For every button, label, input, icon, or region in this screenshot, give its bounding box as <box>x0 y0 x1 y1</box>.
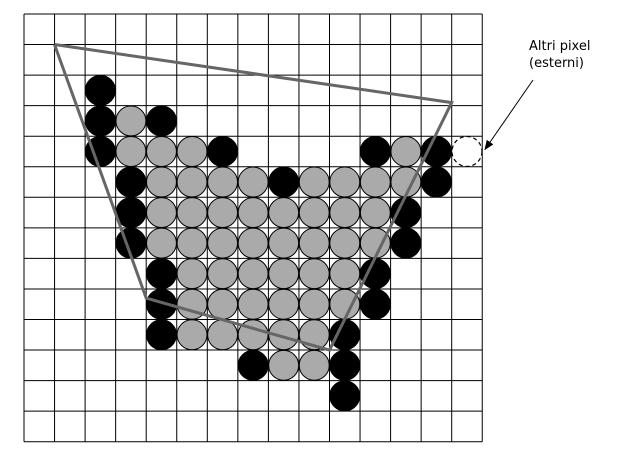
interior-pixel <box>329 197 361 229</box>
edge-pixel <box>146 105 177 137</box>
pixel-layer <box>84 74 452 412</box>
interior-pixel <box>329 227 361 259</box>
edge-pixel <box>84 105 116 137</box>
interior-pixel <box>298 258 330 290</box>
interior-pixel <box>237 166 269 198</box>
external-pixel-marker <box>451 135 483 168</box>
interior-pixel <box>268 227 300 259</box>
interior-pixel <box>146 197 177 229</box>
polygon-outline <box>53 43 454 352</box>
interior-pixel <box>176 319 208 351</box>
interior-pixel <box>268 349 300 381</box>
edge-pixel <box>359 288 391 320</box>
edge-pixel <box>237 349 269 381</box>
edge-pixel <box>84 136 116 167</box>
interior-pixel <box>298 166 330 198</box>
interior-pixel <box>207 288 239 320</box>
interior-pixel <box>176 227 208 259</box>
edge-pixel <box>359 258 391 290</box>
interior-pixel <box>237 227 269 259</box>
interior-pixel <box>359 166 391 198</box>
edge-pixel <box>268 166 300 198</box>
interior-pixel <box>115 136 147 167</box>
edge-pixel <box>420 166 452 198</box>
interior-pixel <box>146 136 177 167</box>
interior-pixel <box>268 197 300 229</box>
edge-pixel <box>390 197 422 229</box>
interior-pixel <box>176 197 208 229</box>
interior-pixel <box>176 258 208 290</box>
interior-pixel <box>207 258 239 290</box>
interior-pixel <box>298 227 330 259</box>
annotation-layer <box>451 79 534 168</box>
edge-pixel <box>84 74 116 106</box>
interior-pixel <box>146 166 177 198</box>
interior-pixel <box>329 258 361 290</box>
interior-pixel <box>298 349 330 381</box>
interior-pixel <box>268 319 300 351</box>
edge-pixel <box>329 380 361 412</box>
annotation-arrow <box>484 79 534 151</box>
interior-pixel <box>298 197 330 229</box>
interior-pixel <box>237 288 269 320</box>
interior-pixel <box>268 288 300 320</box>
interior-pixel <box>329 288 361 320</box>
interior-pixel <box>115 105 147 137</box>
interior-pixel <box>207 197 239 229</box>
interior-pixel <box>329 166 361 198</box>
interior-pixel <box>207 227 239 259</box>
interior-pixel <box>176 136 208 167</box>
edge-pixel <box>329 349 361 381</box>
interior-pixel <box>359 197 391 229</box>
interior-pixel <box>359 227 391 259</box>
interior-pixel <box>237 258 269 290</box>
annotation-line-2: (esterni) <box>529 56 584 71</box>
interior-pixel <box>146 227 177 259</box>
edge-pixel <box>359 136 391 167</box>
interior-pixel <box>237 197 269 229</box>
edge-pixel <box>146 258 177 290</box>
edge-pixel <box>207 136 239 167</box>
interior-pixel <box>176 166 208 198</box>
edge-pixel <box>146 319 177 351</box>
polygon-layer <box>53 43 454 352</box>
interior-pixel <box>390 136 422 167</box>
annotation-label: Altri pixel (esterni) <box>529 38 619 72</box>
interior-pixel <box>207 166 239 198</box>
interior-pixel <box>298 288 330 320</box>
interior-pixel <box>268 258 300 290</box>
annotation-line-1: Altri pixel <box>529 39 591 54</box>
edge-pixel <box>329 319 361 351</box>
edge-pixel <box>115 166 147 198</box>
edge-pixel <box>146 288 177 320</box>
edge-pixel <box>390 227 422 259</box>
